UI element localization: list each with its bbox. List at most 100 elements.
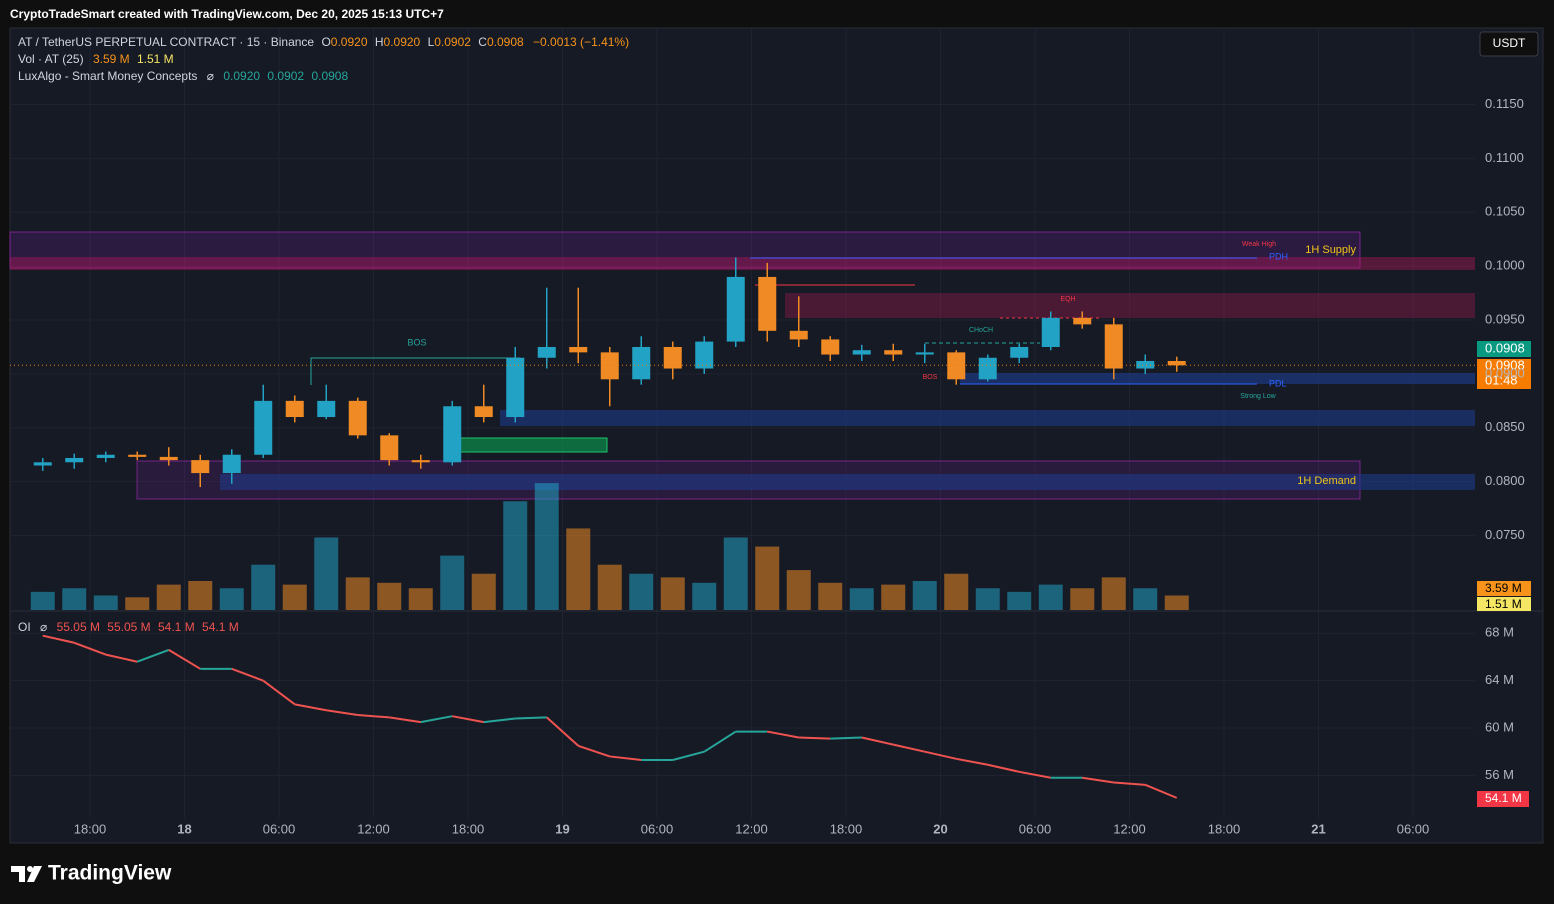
oi-segment xyxy=(767,730,799,739)
countdown: 01:48 xyxy=(1485,372,1518,387)
candle-body xyxy=(222,454,241,474)
x-tick-label: 21 xyxy=(1311,821,1325,836)
volume-bar xyxy=(30,591,55,610)
volume-bar xyxy=(881,584,906,610)
ohlc-key: H xyxy=(375,35,384,49)
zone-label: 1H Supply xyxy=(1305,244,1356,256)
indicator-symbol: ⌀ xyxy=(207,69,214,83)
volume-bar xyxy=(471,573,496,610)
y-tick-label: 0.1150 xyxy=(1485,96,1524,111)
oi-segment xyxy=(893,743,925,753)
oi-segment xyxy=(703,730,737,753)
oi-segment xyxy=(1019,770,1051,779)
x-tick-label: 18 xyxy=(177,821,191,836)
candle-body xyxy=(411,460,430,463)
oi-symbol: ⌀ xyxy=(40,620,47,634)
candle-body xyxy=(726,276,745,342)
volume-bar xyxy=(818,582,843,610)
x-tick-label: 12:00 xyxy=(357,821,390,836)
candle-body xyxy=(159,456,178,461)
volume-bar xyxy=(629,573,654,610)
price-badge-text: 0.0908 xyxy=(1485,340,1525,355)
structure-label: BOS xyxy=(407,337,426,347)
oi-segment xyxy=(294,703,327,712)
oi-value: 55.05 M xyxy=(107,620,150,634)
oi-tick-label: 68 M xyxy=(1485,625,1514,640)
structure-label: CHoCH xyxy=(969,327,993,334)
ohlc-value: 0.0902 xyxy=(434,35,471,49)
oi-badge-text: 54.1 M xyxy=(1485,791,1522,805)
y-tick-label: 0.0900 xyxy=(1485,365,1525,380)
y-tick-label: 0.0950 xyxy=(1485,311,1525,326)
currency-button[interactable] xyxy=(1479,31,1539,57)
oi-segment xyxy=(1144,783,1178,799)
candle-body xyxy=(443,406,462,463)
oi-segment xyxy=(168,649,201,670)
oi-segment xyxy=(326,709,358,716)
oi-legend: OI ⌀ 55.05 M 55.05 M 54.1 M 54.1 M xyxy=(18,620,239,634)
bos-line xyxy=(310,357,520,385)
volume-bar xyxy=(251,564,276,610)
volume-bar xyxy=(93,595,118,610)
oi-value: 54.1 M xyxy=(158,620,195,634)
oi-segment xyxy=(136,648,170,663)
candle-body xyxy=(506,357,525,418)
candle-body xyxy=(569,346,588,353)
volume-bar xyxy=(503,501,528,610)
volume-bar xyxy=(1038,584,1063,610)
candle-body xyxy=(978,357,997,380)
oi-segment xyxy=(672,750,705,761)
oi-segment xyxy=(452,715,484,724)
symbol-legend: AT / TetherUS PERPETUAL CONTRACT · 15 · … xyxy=(18,35,629,49)
oi-segment xyxy=(830,736,862,740)
zone xyxy=(960,373,1475,384)
y-tick-label: 0.1050 xyxy=(1485,204,1525,219)
candle-body xyxy=(380,435,399,461)
candle-body xyxy=(632,346,651,380)
oi-segment xyxy=(798,736,831,740)
attribution: CryptoTradeSmart created with TradingVie… xyxy=(10,7,444,21)
oi-segment xyxy=(262,679,296,706)
candle-body xyxy=(1167,360,1186,366)
indicator-value: 0.0908 xyxy=(311,69,348,83)
candle-body xyxy=(884,350,903,355)
structure-label: EQH xyxy=(1060,296,1075,303)
volume-bar xyxy=(156,584,181,610)
oi-label: OI xyxy=(18,620,31,634)
volume-value: 3.59 M xyxy=(93,52,130,66)
volume-bar xyxy=(597,564,622,610)
candle-body xyxy=(600,352,619,380)
candle-body xyxy=(852,350,871,355)
volume-bar xyxy=(692,582,717,610)
oi-segment xyxy=(231,667,264,682)
oi-segment xyxy=(861,736,894,746)
supply-zone xyxy=(9,231,1361,269)
candle-body xyxy=(254,400,273,455)
volume-badge-text: 3.59 M xyxy=(1485,581,1522,595)
oi-segment xyxy=(73,641,107,656)
indicator-legend: LuxAlgo - Smart Money Concepts ⌀ 0.0920 … xyxy=(18,69,348,83)
candle-body xyxy=(96,454,115,458)
last-price-text: 0.0908 xyxy=(1485,357,1525,372)
oi-tick-label: 56 M xyxy=(1485,767,1514,782)
volume-bar xyxy=(849,588,874,610)
volume-ma-badge-text: 1.51 M xyxy=(1485,597,1522,611)
candle-body xyxy=(1104,324,1123,369)
y-tick-label: 0.1100 xyxy=(1485,150,1524,165)
currency[interactable]: USDT xyxy=(1493,36,1526,50)
x-tick-label: 18:00 xyxy=(830,821,863,836)
x-tick-label: 06:00 xyxy=(641,821,674,836)
volume-badge xyxy=(1477,581,1531,596)
candle-body xyxy=(915,352,934,355)
candle-body xyxy=(191,460,210,474)
volume-bar xyxy=(1007,591,1032,610)
marks xyxy=(10,257,1475,799)
change: −0.0013 (−1.41%) xyxy=(533,35,629,49)
price-badge xyxy=(1477,341,1531,357)
oi-segment xyxy=(105,653,138,663)
x-tick-label: 06:00 xyxy=(1019,821,1052,836)
x-tick-label: 12:00 xyxy=(1113,821,1146,836)
ohlc-key: C xyxy=(478,35,487,49)
candle-body xyxy=(285,400,304,418)
